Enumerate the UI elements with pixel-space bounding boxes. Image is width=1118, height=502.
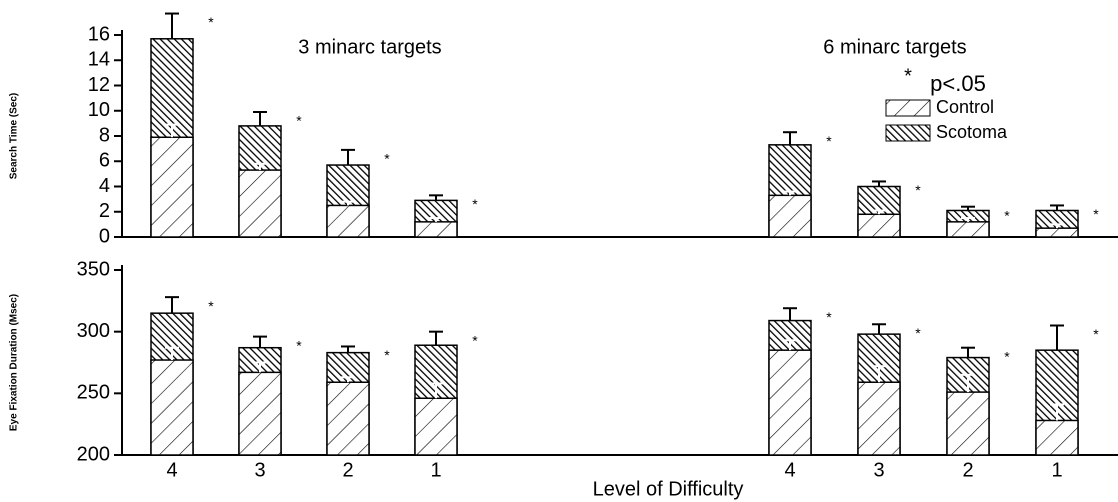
significance-marker: * [296, 113, 302, 129]
x-tick-label: 2 [962, 459, 973, 481]
x-tick-label: 1 [430, 459, 441, 481]
y-tick-label: 10 [88, 99, 110, 121]
significance-marker: * [826, 133, 832, 149]
significance-marker: * [915, 325, 921, 341]
bar [414, 221, 458, 238]
bar [946, 391, 990, 456]
legend-swatch [885, 99, 931, 117]
bar [768, 349, 812, 456]
significance-marker: * [826, 309, 832, 325]
x-tick-label: 3 [254, 459, 265, 481]
significance-marker: * [472, 332, 478, 348]
group-label: 6 minarc targets [823, 36, 966, 58]
significance-marker: * [384, 151, 390, 167]
bar [414, 397, 458, 456]
y-tick-label: 0 [99, 225, 110, 247]
y-tick-label: 200 [77, 443, 110, 465]
y-tick-label: 2 [99, 200, 110, 222]
bar [857, 213, 901, 238]
x-tick-label: 3 [873, 459, 884, 481]
significance-marker: * [1093, 326, 1099, 342]
x-tick-label: 2 [342, 459, 353, 481]
y-tick-label: 6 [99, 150, 110, 172]
y-tick-label: 250 [77, 382, 110, 404]
significance-marker: * [1093, 206, 1099, 222]
legend-label: Control [936, 97, 994, 117]
group-label: 3 minarc targets [298, 36, 441, 58]
significance-marker: * [1004, 348, 1010, 364]
annotation: p<.05 [930, 71, 986, 96]
x-tick-label: 4 [166, 459, 177, 481]
x-tick-label: 1 [1051, 459, 1062, 481]
significance-marker: * [472, 196, 478, 212]
significance-marker: * [296, 337, 302, 353]
bar [326, 204, 370, 238]
bar [326, 381, 370, 456]
bar [150, 136, 194, 238]
y-tick-label: 350 [77, 258, 110, 280]
bar [946, 221, 990, 238]
significance-marker: * [384, 347, 390, 363]
y-axis-label: Eye Fixation Duration (Msec) [9, 294, 20, 431]
y-tick-label: 4 [99, 175, 110, 197]
significance-marker: * [1004, 207, 1010, 223]
y-tick-label: 16 [88, 23, 110, 45]
y-tick-label: 300 [77, 320, 110, 342]
legend-label: Scotoma [936, 122, 1008, 142]
bar [1035, 227, 1079, 238]
x-axis-label: Level of Difficulty [593, 478, 744, 500]
significance-marker: * [915, 182, 921, 198]
annotation: * [904, 65, 912, 87]
bar [238, 169, 282, 238]
legend-swatch [885, 124, 931, 142]
significance-marker: * [208, 14, 214, 30]
bar [150, 359, 194, 456]
x-tick-label: 4 [784, 459, 795, 481]
bar [857, 381, 901, 456]
significance-marker: * [208, 298, 214, 314]
y-axis-label: Search Time (Sec) [9, 93, 20, 180]
bar [768, 194, 812, 238]
y-tick-label: 12 [88, 74, 110, 96]
y-tick-label: 8 [99, 124, 110, 146]
bar [1035, 419, 1079, 456]
y-tick-label: 14 [88, 49, 110, 71]
bar [238, 371, 282, 456]
